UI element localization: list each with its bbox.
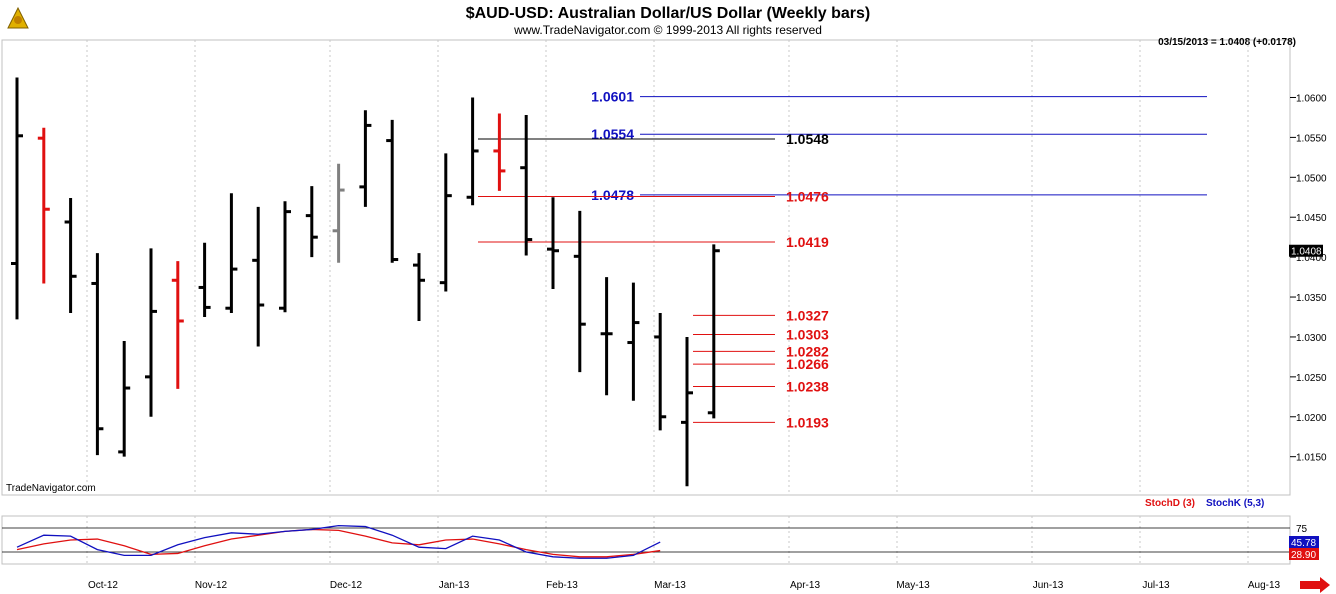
x-tick-label: Mar-13 xyxy=(654,580,686,591)
ohlc-bar xyxy=(171,261,184,389)
ohlc-bar xyxy=(64,198,77,313)
ohlc-bar xyxy=(520,115,533,256)
resistance-label: 1.0554 xyxy=(591,126,634,142)
support-label: 1.0266 xyxy=(786,356,829,372)
stoch-series-line xyxy=(16,524,661,559)
ohlc-bar xyxy=(681,336,693,487)
ohlc-bar xyxy=(252,206,265,347)
ohlc-bar xyxy=(654,313,667,431)
legend-stochD: StochD (3) xyxy=(1145,498,1195,509)
support-label: 1.0476 xyxy=(786,188,829,204)
stochD-badge-value: 28.90 xyxy=(1291,550,1316,561)
y-tick-label: 1.0200 xyxy=(1296,413,1327,424)
support-label: 1.0419 xyxy=(786,234,829,250)
x-tick-label: May-13 xyxy=(896,580,930,591)
ohlc-bar xyxy=(305,186,318,258)
x-tick-label: Dec-12 xyxy=(330,580,363,591)
y-tick-label: 1.0400 xyxy=(1296,253,1327,264)
support-label: 1.0282 xyxy=(786,343,829,359)
scroll-right-arrow-icon[interactable] xyxy=(1300,577,1330,593)
level-lines: 1.0601 1.0554 1.0478 1.0548 1.0476 1.0419 1.03… xyxy=(478,89,1207,430)
stoch-plot-frame xyxy=(1,515,1291,565)
date-axis: Oct-12 Nov-12 Dec-12 Jan-13 Feb-13 Mar-13 Apr-… xyxy=(88,580,1281,591)
ohlc-bar xyxy=(547,197,559,290)
price-plot-frame xyxy=(1,39,1291,496)
y-tick-label: 1.0150 xyxy=(1296,453,1327,464)
x-tick-label: Nov-12 xyxy=(195,580,228,591)
ohlc-bar xyxy=(359,110,372,207)
ohlc-bar xyxy=(493,113,506,191)
resistance-label: 1.0601 xyxy=(591,89,634,105)
ohlc-bar xyxy=(118,340,131,457)
x-tick-label: Apr-13 xyxy=(790,580,820,591)
last-price-badge: 1.0408 xyxy=(1289,244,1323,258)
ohlc-bar xyxy=(332,163,345,263)
x-tick-label: Jul-13 xyxy=(1142,580,1170,591)
chart-subtitle: www.TradeNavigator.com © 1999-2013 All r… xyxy=(513,23,822,37)
ohlc-bar xyxy=(600,277,613,396)
svg-text:1.0408: 1.0408 xyxy=(1291,247,1322,258)
ohlc-bar xyxy=(198,242,211,317)
ohlc-bar xyxy=(279,201,291,313)
stochK-badge-value: 45.78 xyxy=(1291,538,1316,549)
y-tick-label: 1.0300 xyxy=(1296,333,1327,344)
support-label: 1.0238 xyxy=(786,378,829,394)
price-bars xyxy=(11,77,720,487)
last-quote-label: 03/15/2013 = 1.0408 (+0.0178) xyxy=(1158,37,1296,48)
ohlc-bar xyxy=(11,77,23,320)
stochK-badge xyxy=(1289,536,1319,548)
legend-stochK: StochK (5,3) xyxy=(1206,498,1264,509)
ohlc-bar xyxy=(413,253,425,321)
price-axis: 1.01501.02001.02501.03001.03501.04001.04… xyxy=(1290,93,1327,464)
x-tick-label: Jan-13 xyxy=(439,580,470,591)
stoch-series-line xyxy=(16,528,661,558)
x-tick-label: Aug-13 xyxy=(1248,580,1281,591)
x-tick-label: Oct-12 xyxy=(88,580,118,591)
ohlc-bar xyxy=(225,193,238,313)
watermark: TradeNavigator.com xyxy=(6,483,96,494)
gridlines xyxy=(86,40,1249,564)
support-label: 1.0193 xyxy=(786,414,829,430)
ohlc-bar xyxy=(386,119,399,263)
ohlc-bar xyxy=(37,127,50,284)
resistance-label: 1.0478 xyxy=(591,187,634,203)
y-tick-label: 1.0550 xyxy=(1296,133,1327,144)
stochD-badge xyxy=(1289,548,1319,560)
ohlc-bar xyxy=(439,153,452,292)
support-label: 1.0548 xyxy=(786,131,829,147)
y-tick-label: 1.0250 xyxy=(1296,373,1327,384)
ohlc-bar xyxy=(573,210,586,373)
ohlc-bar xyxy=(466,97,479,206)
y-tick-label: 1.0500 xyxy=(1296,173,1327,184)
ohlc-bar xyxy=(707,244,720,419)
y-tick-label: 1.0350 xyxy=(1296,293,1327,304)
ohlc-bar xyxy=(91,253,104,456)
support-label: 1.0327 xyxy=(786,307,829,323)
x-tick-label: Feb-13 xyxy=(546,580,578,591)
x-tick-label: Jun-13 xyxy=(1033,580,1064,591)
stoch-tick-label: 75 xyxy=(1296,524,1308,535)
ohlc-bar xyxy=(145,248,157,417)
y-tick-label: 1.0450 xyxy=(1296,213,1327,224)
support-label: 1.0303 xyxy=(786,327,829,343)
chart-title: $AUD-USD: Australian Dollar/US Dollar (W… xyxy=(466,5,871,22)
y-tick-label: 1.0600 xyxy=(1296,93,1327,104)
ohlc-bar xyxy=(627,282,640,401)
trade-navigator-logo-icon[interactable] xyxy=(4,4,32,32)
